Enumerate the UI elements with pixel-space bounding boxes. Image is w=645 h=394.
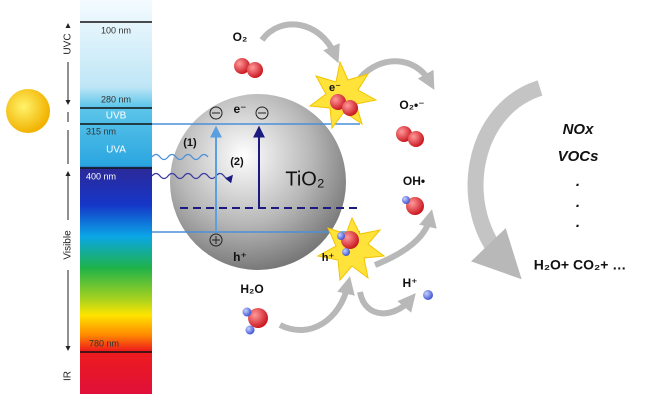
path-label: (1) xyxy=(183,137,197,149)
species-label: h⁺ xyxy=(322,252,335,264)
ellipsis-dot: . xyxy=(576,173,580,190)
region-label: Visible xyxy=(63,230,74,260)
diagram: 100 nm 280 nm UVB 315 nm UVA 400 nm 780 … xyxy=(0,0,645,394)
flow-arrow xyxy=(262,24,335,55)
species-label: e⁻ xyxy=(329,82,341,94)
band-label: UVA xyxy=(106,145,126,156)
species-label: O₂•⁻ xyxy=(399,98,424,112)
pollutant-label: NOx xyxy=(563,121,595,138)
spectrum-bar xyxy=(80,0,152,394)
ellipsis-dot: . xyxy=(576,214,580,231)
path-label: (2) xyxy=(230,156,244,168)
pollutant-label: VOCs xyxy=(558,148,599,165)
species-label: OH• xyxy=(403,174,425,188)
region-label: UVC xyxy=(63,33,74,54)
hole-label: h⁺ xyxy=(233,250,247,264)
tio2-label: TiO₂ xyxy=(285,168,324,190)
flow-arrow xyxy=(360,61,430,82)
water-molecule xyxy=(243,308,269,335)
big-arrow xyxy=(476,88,540,262)
wavelength-label: 100 nm xyxy=(101,25,131,35)
superoxide-molecule xyxy=(396,126,424,147)
band-label: UVB xyxy=(106,111,127,122)
result-label: H₂O+ CO₂+ … xyxy=(534,257,627,273)
species-label: H⁺ xyxy=(403,276,418,290)
o2-molecule xyxy=(234,58,263,78)
proton xyxy=(423,290,433,300)
flow-arrow xyxy=(375,218,430,265)
electron-label: e⁻ xyxy=(233,102,246,116)
hydroxyl-molecule xyxy=(402,196,424,215)
ellipsis-dot: . xyxy=(576,194,580,211)
wavelength-label: 780 nm xyxy=(89,338,119,348)
region-label: IR xyxy=(63,371,74,381)
species-label: O₂ xyxy=(233,30,248,44)
sun xyxy=(6,89,50,133)
wavelength-label: 315 nm xyxy=(86,126,116,136)
wavelength-label: 280 nm xyxy=(101,94,131,104)
wavelength-label: 400 nm xyxy=(86,171,116,181)
flow-arrow xyxy=(360,292,410,313)
species-label: H₂O xyxy=(240,282,263,296)
flow-arrow xyxy=(280,285,348,330)
